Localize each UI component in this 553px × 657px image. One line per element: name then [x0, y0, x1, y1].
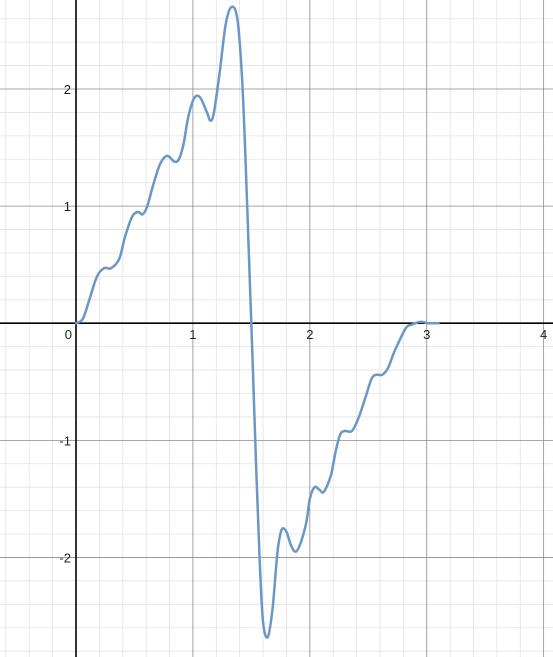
tick-labels: 0 1 2 3 4 2 1 -1 -2 [59, 82, 547, 565]
series-layer [74, 5, 440, 639]
x-tick-label: 4 [540, 327, 547, 342]
y-tick-label: -1 [59, 433, 71, 448]
x-tick-label: 3 [423, 327, 430, 342]
y-tick-label: 1 [64, 199, 71, 214]
x-tick-label: 1 [189, 327, 196, 342]
y-tick-label: 2 [64, 82, 71, 97]
y-tick-label: -2 [59, 550, 71, 565]
series-line [74, 5, 440, 639]
x-tick-label: 0 [65, 327, 72, 342]
x-tick-label: 2 [306, 327, 313, 342]
